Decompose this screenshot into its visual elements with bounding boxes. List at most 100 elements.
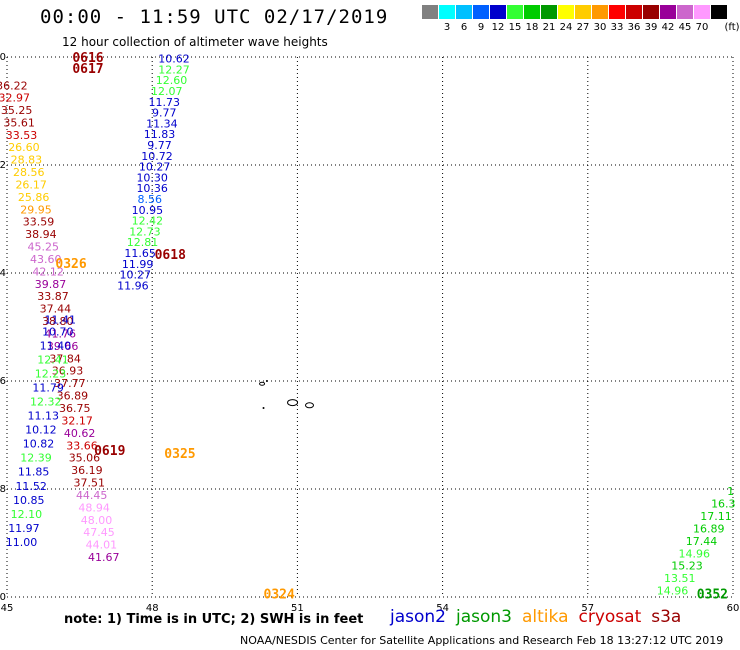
y-tick-label: -50 [0, 592, 6, 603]
wave-height-value: 12.23 [35, 367, 67, 380]
wave-height-value: 33.66 [66, 439, 98, 452]
wave-height-value: 11.79 [32, 381, 64, 394]
wave-height-value: 47.45 [83, 526, 115, 539]
pass-time-label: 0325 [164, 447, 195, 462]
scale-label: 21 [542, 22, 556, 33]
wave-height-value: 37.44 [40, 303, 72, 316]
legend-entry: jason2 [390, 607, 446, 627]
wave-height-value: 32.97 [0, 92, 30, 105]
wave-height-value: 28.56 [13, 166, 45, 179]
wave-height-value: 10.82 [23, 438, 55, 451]
pass-time-label: 0324 [264, 587, 295, 602]
wave-height-value: 10.72 [141, 150, 173, 163]
wave-height-value: 41.76 [44, 327, 76, 340]
pass-time-label: 0617 [72, 62, 103, 77]
scale-swatch [609, 5, 625, 19]
pass-time-label: 0326 [55, 257, 86, 272]
wave-height-value: 11.40 [40, 339, 72, 352]
map-title: 00:00 - 11:59 UTC 02/17/2019 [40, 6, 389, 28]
wave-height-value: 37.84 [49, 352, 81, 365]
wave-height-value: 35.25 [1, 104, 33, 117]
scale-swatch [626, 5, 642, 19]
wave-height-value: 37.77 [54, 377, 86, 390]
x-tick-label: 54 [436, 603, 449, 614]
pass-time-label: 0618 [155, 248, 186, 263]
wave-height-value: 11.13 [28, 410, 60, 423]
wave-height-value: 12.32 [30, 396, 62, 409]
wave-height-value: 14.96 [679, 547, 711, 560]
wave-height-value: 35.06 [69, 452, 101, 465]
legend-entry: cryosat [578, 607, 642, 627]
wave-height-value: 11.97 [8, 522, 40, 535]
legend-entry: s3a [651, 607, 682, 627]
pass-time-label: 0352 [697, 587, 728, 602]
wave-height-value: 28.83 [11, 154, 43, 167]
wave-height-value: 17.44 [686, 535, 718, 548]
island-outline [305, 402, 314, 409]
y-tick-label: -40 [0, 52, 6, 63]
wave-height-value: 12.81 [127, 236, 159, 249]
wave-height-value: 15.23 [671, 560, 703, 573]
y-tick-label: -44 [0, 268, 6, 279]
wave-height-value: 1 [727, 485, 734, 498]
wave-height-value: 10.36 [136, 182, 168, 195]
wave-height-value: 38.80 [42, 315, 74, 328]
wave-height-value: 10.27 [139, 161, 171, 174]
wave-height-value: 11.00 [6, 536, 38, 549]
scale-label: 70 [695, 22, 709, 33]
wave-height-value: 10.85 [13, 494, 45, 507]
wave-height-value: 16.89 [693, 522, 725, 535]
wave-height-value: 37.51 [74, 477, 106, 490]
wave-height-value: 36.89 [57, 390, 89, 403]
wave-height-value: 9.77 [152, 107, 177, 120]
scale-swatch [643, 5, 659, 19]
scale-swatch [422, 5, 438, 19]
legend-entry: jason3 [456, 607, 512, 627]
wave-height-value: 36.93 [52, 365, 84, 378]
scale-label: 27 [576, 22, 590, 33]
wave-height-value: 11.83 [144, 128, 176, 141]
scale-swatch [456, 5, 472, 19]
wave-height-value: 12.39 [20, 452, 52, 465]
scale-swatch [677, 5, 693, 19]
wave-height-value: 48.94 [78, 501, 110, 514]
scale-label: 9 [477, 22, 485, 33]
wave-height-value: 43.60 [30, 253, 62, 266]
wave-height-value: 44.01 [86, 539, 118, 552]
y-tick-label: -42 [0, 160, 6, 171]
scale-label: 12 [491, 22, 505, 33]
wave-height-value: 25.86 [18, 191, 50, 204]
scale-label: 15 [508, 22, 522, 33]
wave-height-value: 13.51 [664, 572, 696, 585]
wave-height-value: 10.62 [158, 53, 190, 66]
wave-height-value: 12.07 [151, 85, 183, 98]
wave-height-value: 11.41 [44, 313, 76, 326]
scale-swatch [575, 5, 591, 19]
wave-height-value: 48.00 [81, 514, 113, 527]
island-outline [265, 380, 268, 382]
island-outline [287, 399, 299, 407]
wave-height-value: 11.99 [122, 258, 154, 271]
wave-height-value: 10.95 [132, 204, 164, 217]
wave-height-value: 38.94 [25, 228, 57, 241]
wave-height-value: 33.87 [37, 290, 69, 303]
x-tick-label: 51 [291, 603, 304, 614]
scale-label: 18 [525, 22, 539, 33]
credit-footer: NOAA/NESDIS Center for Satellite Applica… [240, 634, 724, 647]
pass-time-label: 0616 [72, 51, 103, 66]
wave-height-value: 11.85 [18, 466, 50, 479]
scale-label: 39 [644, 22, 658, 33]
wave-height-value: 40.62 [64, 427, 96, 440]
scale-swatch [660, 5, 676, 19]
scale-swatch [694, 5, 710, 19]
wave-height-value: 9.77 [147, 139, 172, 152]
wave-height-value: 10.27 [120, 269, 152, 282]
wave-height-value: 11.34 [146, 117, 178, 130]
scale-label: 6 [460, 22, 468, 33]
legend-entry: altika [522, 607, 569, 627]
wave-height-value: 45.25 [28, 241, 60, 254]
scale-label: 3 [443, 22, 451, 33]
wave-height-value: 39.66 [47, 340, 79, 353]
wave-height-value: 10.30 [136, 171, 168, 184]
